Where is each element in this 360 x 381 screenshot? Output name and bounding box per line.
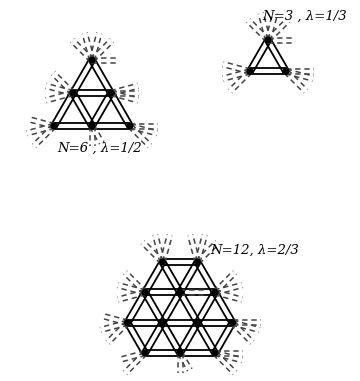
Circle shape — [265, 37, 271, 43]
Circle shape — [212, 350, 218, 356]
Circle shape — [108, 90, 114, 96]
Text: N=6 , λ=1/2: N=6 , λ=1/2 — [57, 141, 141, 155]
Circle shape — [142, 350, 148, 356]
Circle shape — [125, 320, 130, 325]
Text: N=12, λ=2/3: N=12, λ=2/3 — [210, 243, 299, 256]
Circle shape — [51, 123, 57, 129]
Circle shape — [177, 290, 183, 295]
Circle shape — [177, 350, 183, 356]
Circle shape — [160, 259, 165, 265]
Text: N=3 , λ=1/3: N=3 , λ=1/3 — [262, 10, 347, 22]
Circle shape — [195, 320, 200, 325]
Circle shape — [127, 123, 133, 129]
Circle shape — [142, 290, 148, 295]
Circle shape — [283, 69, 289, 74]
Circle shape — [160, 320, 165, 325]
Circle shape — [212, 290, 218, 295]
Circle shape — [89, 58, 95, 63]
Circle shape — [247, 69, 253, 74]
Circle shape — [195, 259, 200, 265]
Circle shape — [89, 123, 95, 129]
Circle shape — [230, 320, 235, 325]
Circle shape — [70, 90, 76, 96]
